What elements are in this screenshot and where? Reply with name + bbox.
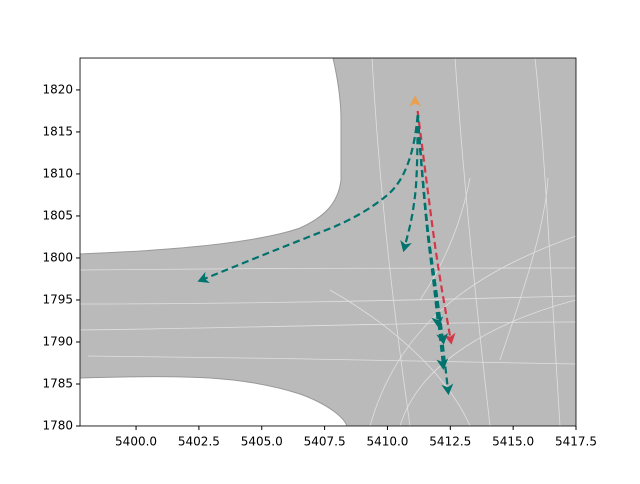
trajectory-end-marker bbox=[400, 239, 412, 253]
trajectory-end-marker bbox=[431, 316, 444, 328]
trajectory-end-marker bbox=[197, 271, 210, 284]
trajectory-end-marker bbox=[409, 95, 422, 107]
road-map bbox=[80, 58, 576, 426]
trajectory bbox=[403, 115, 419, 246]
x-tick-label: 5410.0 bbox=[366, 435, 408, 449]
y-tick-label: 1820 bbox=[42, 82, 73, 96]
y-tick-label: 1780 bbox=[42, 419, 73, 433]
trajectory bbox=[203, 115, 419, 280]
y-tick-label: 1790 bbox=[42, 334, 73, 348]
trajectory bbox=[416, 115, 449, 389]
y-tick-label: 1815 bbox=[42, 124, 73, 138]
x-tick-label: 5415.0 bbox=[492, 435, 534, 449]
x-tick-label: 5405.0 bbox=[241, 435, 283, 449]
x-tick-label: 5407.5 bbox=[304, 435, 346, 449]
trajectory-end-marker bbox=[441, 383, 454, 396]
y-tick-label: 1785 bbox=[42, 376, 73, 390]
plot-frame bbox=[79, 57, 577, 427]
y-tick-label: 1810 bbox=[42, 166, 73, 180]
y-tick-label: 1795 bbox=[42, 292, 73, 306]
x-tick-label: 5417.5 bbox=[555, 435, 597, 449]
x-tick-label: 5402.5 bbox=[178, 435, 220, 449]
x-tick-label: 5412.5 bbox=[429, 435, 471, 449]
y-tick-label: 1805 bbox=[42, 208, 73, 222]
y-tick-label: 1800 bbox=[42, 250, 73, 264]
x-tick-label: 5400.0 bbox=[115, 435, 157, 449]
